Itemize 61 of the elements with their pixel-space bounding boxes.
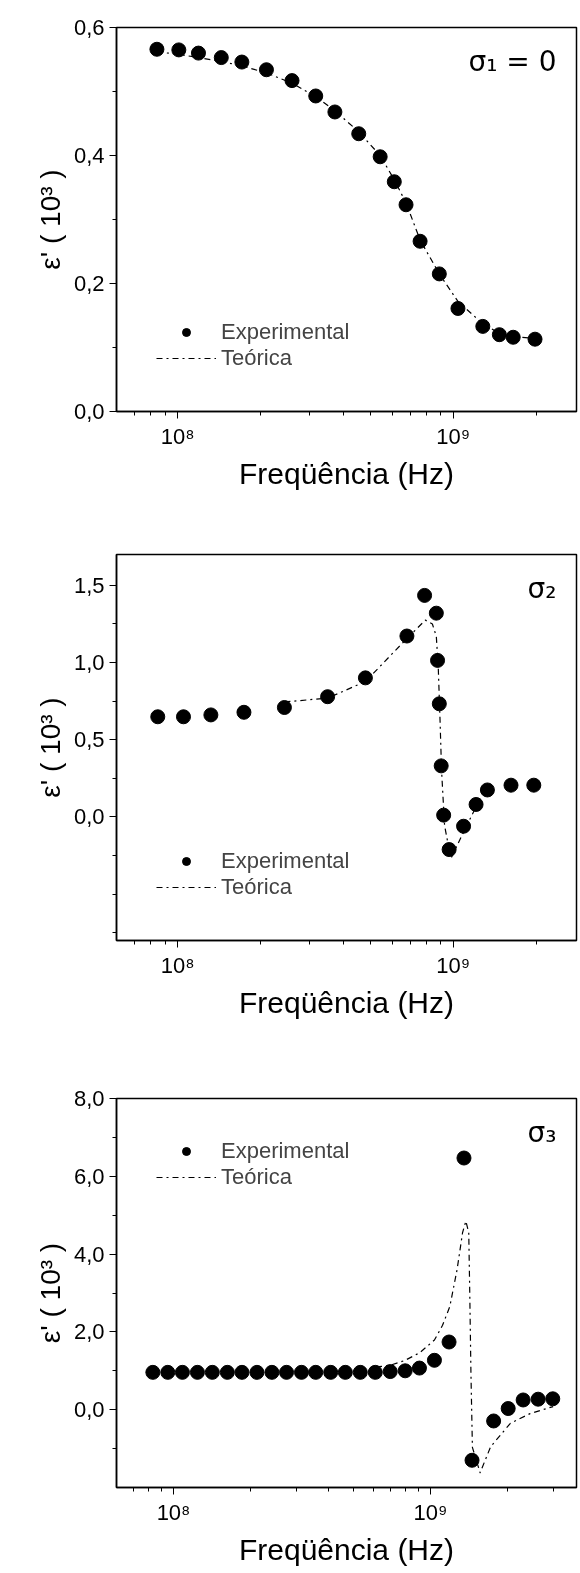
point <box>337 1364 353 1380</box>
y-tick-label: 1,5 <box>73 572 105 598</box>
annotation: σ₁ = 0 <box>468 44 557 78</box>
y-tick-label: 0,6 <box>73 15 105 40</box>
y-tick-label: 0,4 <box>73 143 105 168</box>
legend-label: Experimental <box>221 1138 350 1164</box>
annotation: σ₃ <box>527 1115 557 1149</box>
point <box>160 1364 176 1380</box>
point <box>367 1364 383 1380</box>
point <box>397 1363 413 1379</box>
y-tick-label: 6,0 <box>73 1163 105 1189</box>
point <box>219 1364 235 1380</box>
point <box>382 1364 398 1380</box>
y-tick-label: 0,0 <box>73 399 105 424</box>
x-tick-label: 10⁸ <box>160 423 195 449</box>
x-axis-title: Freqüência (Hz) <box>238 456 455 490</box>
point <box>515 1392 531 1408</box>
point <box>323 1364 339 1380</box>
point <box>545 1391 561 1407</box>
x-tick-label: 10⁸ <box>160 952 195 978</box>
point <box>352 1364 368 1380</box>
point <box>249 1364 265 1380</box>
point <box>174 1364 190 1380</box>
point <box>264 1364 280 1380</box>
y-tick-label: 2,0 <box>73 1319 105 1345</box>
point <box>426 1352 442 1368</box>
x-tick-label: 10⁹ <box>413 1499 448 1525</box>
y-axis-title: ε' ( 10³ ) <box>34 1242 66 1344</box>
y-axis-title: ε' ( 10³ ) <box>34 697 66 798</box>
legend-label: Teórica <box>221 1164 292 1190</box>
legend-label: Experimental <box>221 848 350 874</box>
y-tick-label: 0,0 <box>73 804 105 830</box>
point <box>486 1413 502 1429</box>
x-tick-label: 10⁹ <box>436 423 471 449</box>
y-tick-label: 0,0 <box>73 1397 105 1423</box>
x-tick-label: 10⁹ <box>436 952 471 978</box>
y-tick-label: 4,0 <box>73 1241 105 1267</box>
point <box>456 1150 472 1166</box>
legend-label: Experimental <box>221 319 350 345</box>
x-axis-title: Freqüência (Hz) <box>238 1532 455 1566</box>
legend-label: Teórica <box>221 345 292 371</box>
point <box>234 1364 250 1380</box>
y-tick-label: 0,2 <box>73 271 105 296</box>
y-tick-label: 8,0 <box>73 1086 105 1111</box>
point <box>308 1364 324 1380</box>
x-axis-title: Freqüência (Hz) <box>238 985 455 1019</box>
point <box>441 1334 457 1350</box>
y-tick-label: 1,0 <box>73 650 105 676</box>
y-axis-title: ε' ( 10³ ) <box>34 169 66 270</box>
point <box>189 1364 205 1380</box>
point <box>293 1364 309 1380</box>
x-tick-label: 10⁸ <box>156 1499 191 1525</box>
point <box>411 1360 427 1376</box>
point <box>500 1401 516 1417</box>
point <box>530 1391 546 1407</box>
point <box>145 1364 161 1380</box>
annotation: σ₂ <box>527 571 557 605</box>
point <box>204 1364 220 1380</box>
y-tick-label: 0,5 <box>73 727 105 753</box>
legend-label: Teórica <box>221 874 292 900</box>
point <box>279 1364 295 1380</box>
